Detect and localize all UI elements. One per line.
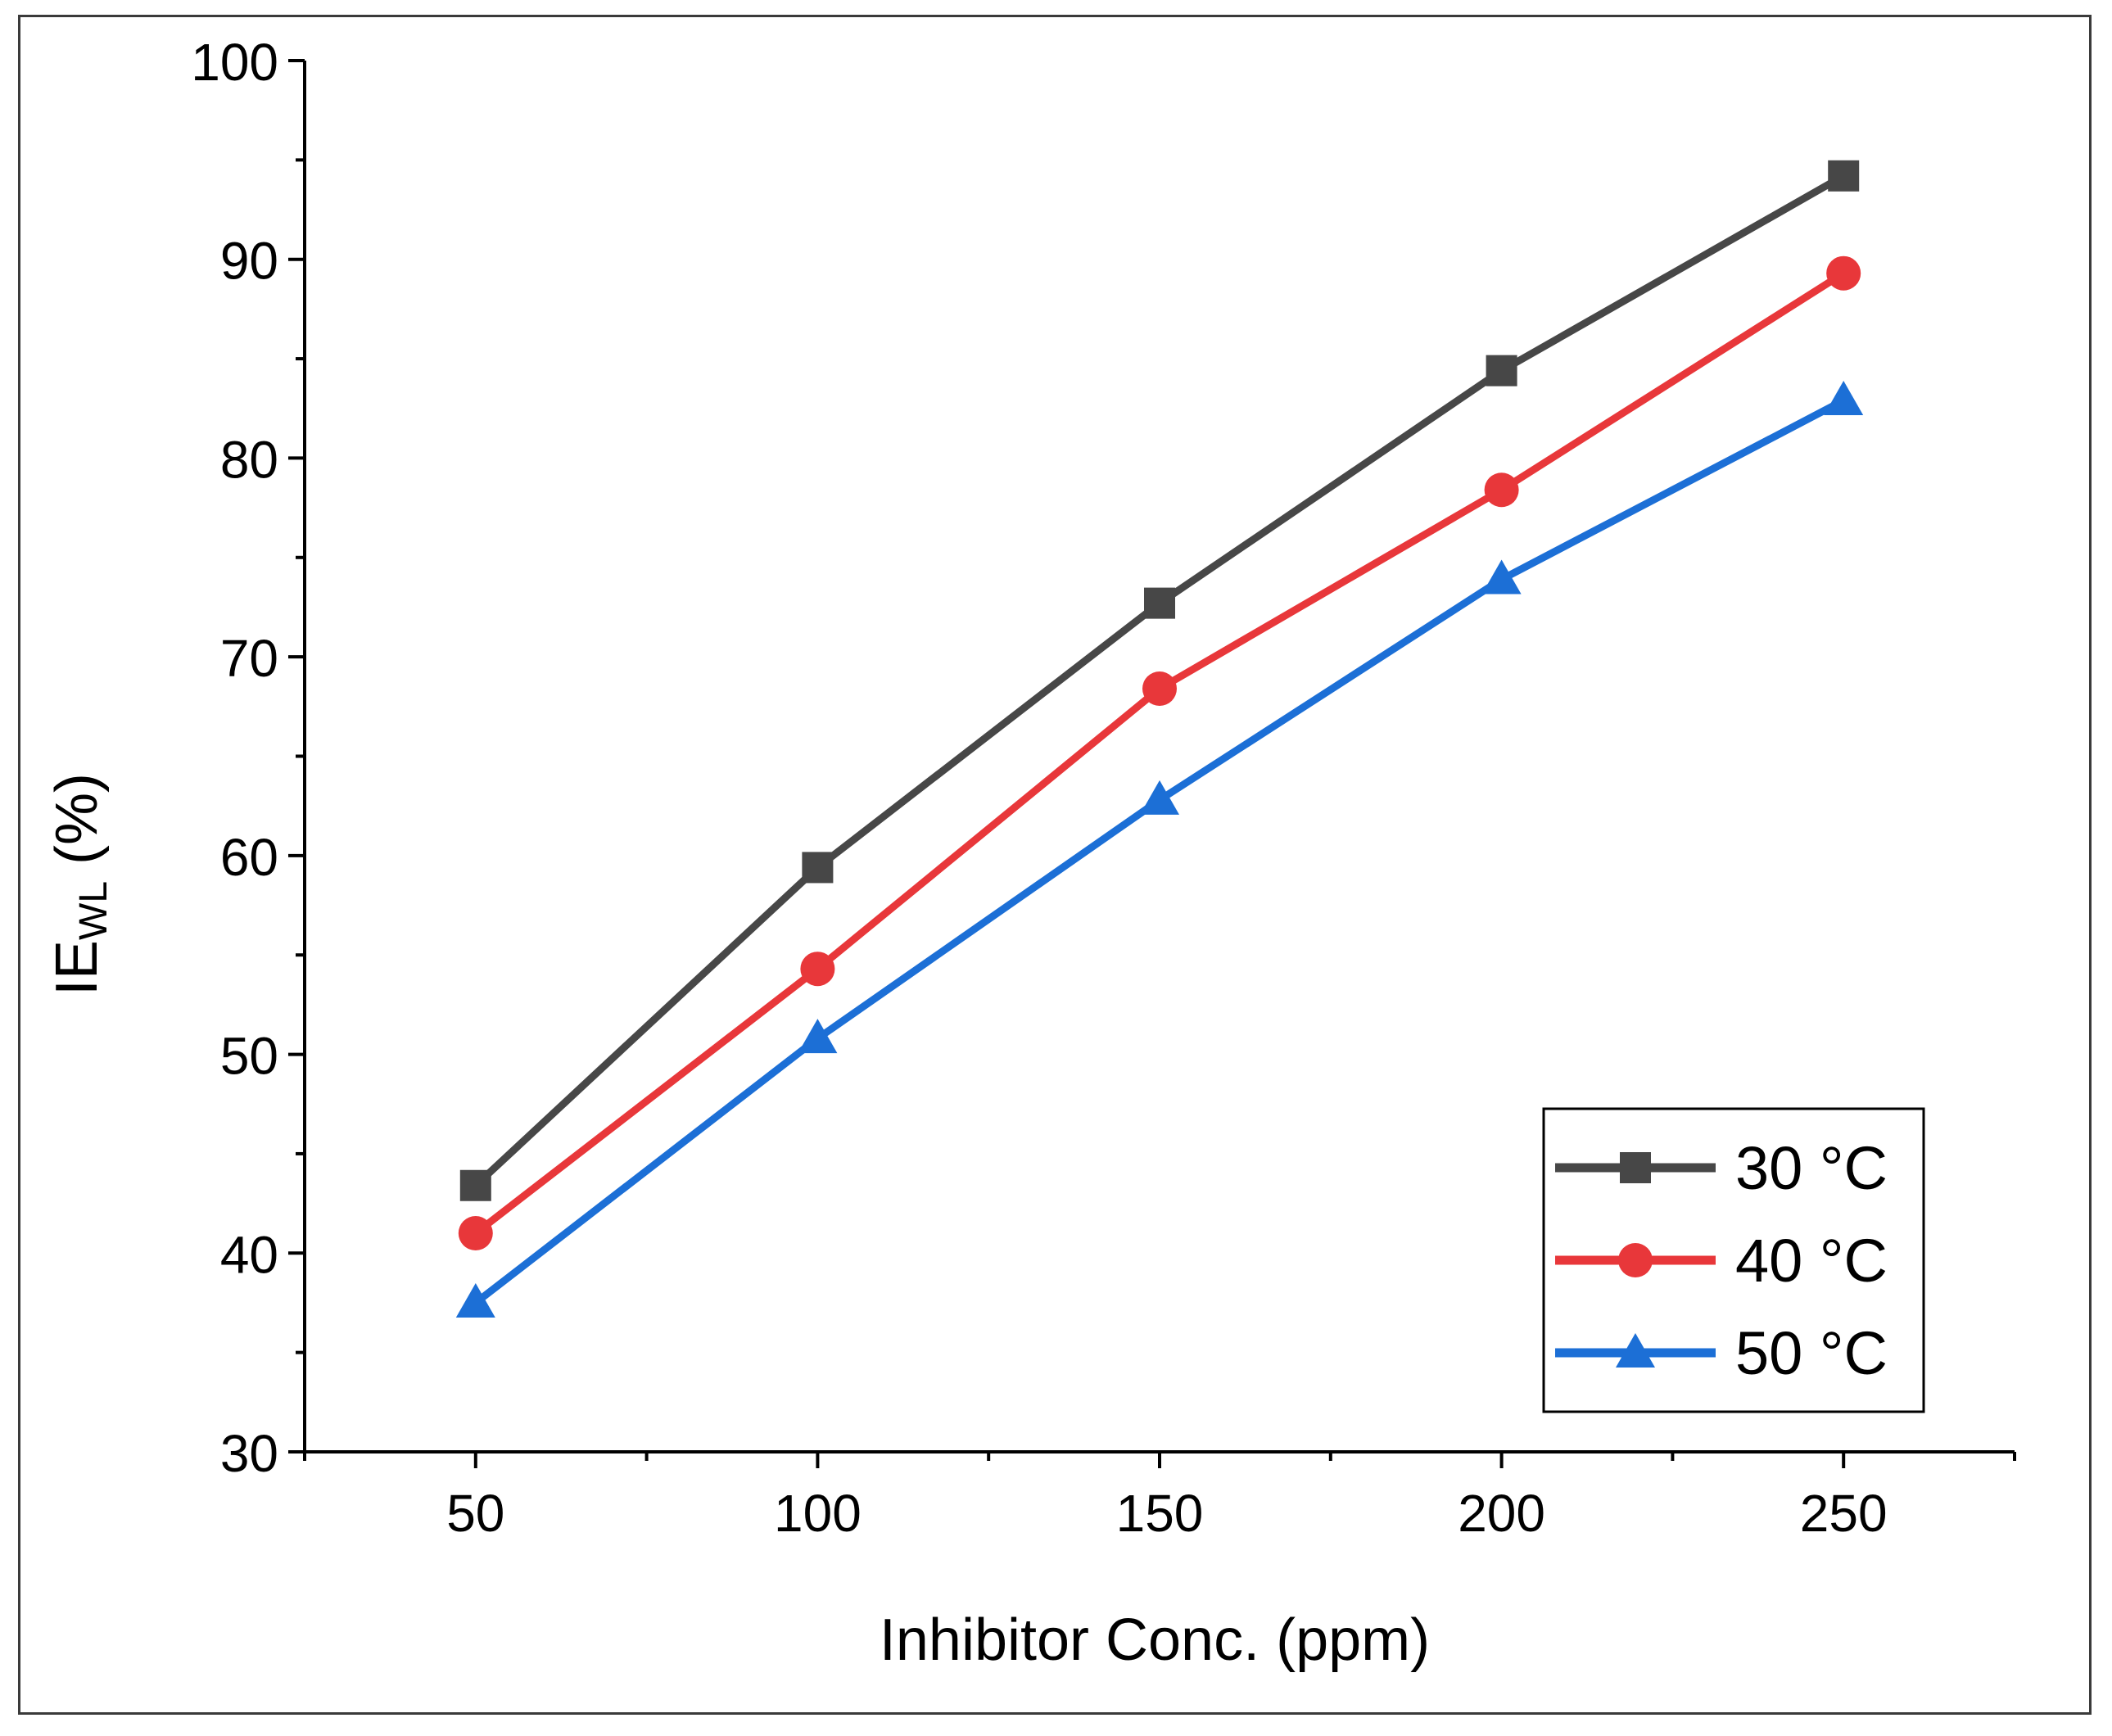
- y-axis-label-suffix: (%): [44, 773, 110, 881]
- y-axis-label-main: IE: [44, 940, 110, 996]
- data-point: [1144, 587, 1175, 619]
- y-tick-label: 90: [220, 232, 278, 291]
- legend-marker: [1618, 1243, 1653, 1277]
- y-tick-label: 60: [220, 828, 278, 887]
- legend-item-2: 40 °C: [1555, 1227, 1888, 1295]
- series-2: [458, 255, 1861, 1251]
- y-tick-label: 100: [191, 33, 278, 92]
- legend-marker: [1616, 1333, 1655, 1368]
- x-axis-label: Inhibitor Conc. (ppm): [880, 1607, 1430, 1673]
- x-tick-label: 50: [446, 1484, 504, 1543]
- data-point: [802, 852, 834, 884]
- data-point: [459, 1169, 491, 1201]
- figure-frame: [18, 15, 2092, 1715]
- y-tick-label: 50: [220, 1027, 278, 1086]
- series-1: [459, 160, 1860, 1201]
- data-point: [455, 1282, 495, 1318]
- y-tick-label: 80: [220, 430, 278, 489]
- data-point: [1140, 780, 1179, 815]
- data-point: [1486, 355, 1517, 387]
- x-tick-label: 150: [1116, 1484, 1204, 1543]
- axes: 30 40 50 60 70 80 90 100 50 100 150 200 250: [191, 33, 2016, 1543]
- x-tick-label: 100: [774, 1484, 862, 1543]
- legend-item-3: 50 °C: [1555, 1319, 1888, 1387]
- data-point: [458, 1216, 493, 1251]
- y-axis-label-subscript: WL: [72, 881, 115, 940]
- legend-label: 40 °C: [1735, 1227, 1888, 1295]
- legend-item-1: 30 °C: [1555, 1134, 1888, 1202]
- data-point: [1142, 671, 1177, 706]
- legend-marker: [1620, 1152, 1651, 1183]
- x-tick-label: 250: [1800, 1484, 1888, 1543]
- data-point: [1828, 160, 1860, 192]
- x-tick-label: 200: [1458, 1484, 1545, 1543]
- legend-label: 50 °C: [1735, 1319, 1888, 1387]
- data-point: [1824, 381, 1864, 416]
- y-tick-label: 40: [220, 1225, 278, 1284]
- data-point: [798, 1019, 838, 1054]
- y-tick-label: 70: [220, 629, 278, 688]
- y-tick-label: 30: [220, 1424, 278, 1483]
- data-point: [1484, 472, 1519, 508]
- series-3: [455, 381, 1864, 1318]
- series-group: [455, 160, 1864, 1318]
- data-point: [1826, 255, 1861, 291]
- y-axis-label: IEWL (%): [44, 773, 115, 996]
- legend-label: 30 °C: [1735, 1134, 1888, 1202]
- series-line: [473, 269, 1846, 1236]
- data-point: [1481, 559, 1522, 594]
- data-point: [800, 952, 835, 987]
- legend: 30 °C 40 °C 50 °C: [1542, 1107, 1925, 1413]
